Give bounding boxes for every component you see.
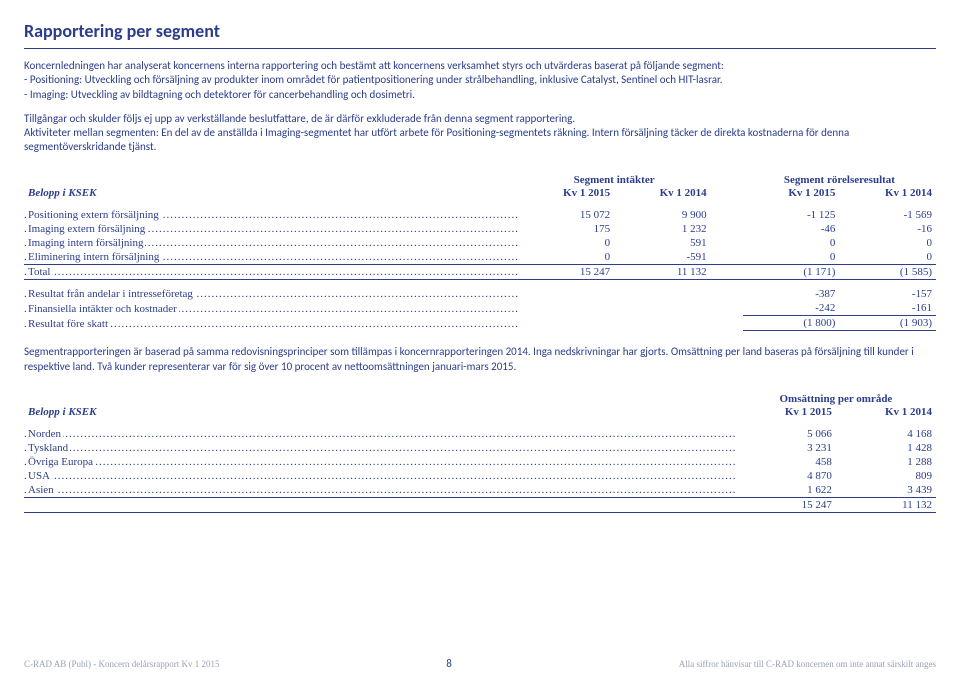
- table-row: Tyskland 3 231 1 428: [24, 441, 936, 455]
- row-label: Imaging extern försäljning: [28, 223, 147, 235]
- cell: -1 569: [839, 208, 936, 222]
- cell: -1 125: [743, 208, 840, 222]
- row-label: Finansiella intäkter och kostnader: [28, 303, 179, 315]
- intro-p2b: Aktiviteter mellan segmenten: En del av …: [24, 126, 849, 153]
- cell: 1 428: [836, 441, 936, 455]
- table2-sub-header: Belopp i KSEK Kv 1 2015 Kv 1 2014: [24, 405, 936, 419]
- group-omsattning: Omsättning per område: [736, 392, 936, 405]
- cell: -16: [839, 222, 936, 236]
- row-label: Övriga Europa: [28, 456, 95, 468]
- cell: 4 870: [736, 469, 836, 483]
- row-label: Positioning extern försäljning: [28, 209, 161, 221]
- title-rule: [24, 48, 936, 49]
- cell: 4 168: [836, 427, 936, 441]
- intro-bullet-1: - Positioning: Utveckling och försäljnin…: [24, 73, 722, 86]
- cell: 0: [839, 250, 936, 265]
- cell: 15 247: [518, 264, 615, 279]
- cell: -46: [743, 222, 840, 236]
- segment-table: Segment intäkter Segment rörelseresultat…: [24, 173, 936, 332]
- belopp-label: Belopp i KSEK: [24, 186, 518, 200]
- cell: -157: [839, 287, 936, 301]
- cell: 11 132: [614, 264, 711, 279]
- table2-group-header: Omsättning per område: [24, 392, 936, 405]
- cell: -161: [839, 301, 936, 316]
- row-label: Resultat från andelar i intresseföretag: [28, 288, 195, 300]
- row-label: Asien: [28, 484, 56, 496]
- cell: 1 232: [614, 222, 711, 236]
- cell: -591: [614, 250, 711, 265]
- intro-lead: Koncernledningen har analyserat koncerne…: [24, 59, 724, 72]
- h-a: Kv 1 2015: [736, 405, 836, 419]
- group-intakter: Segment intäkter: [518, 173, 711, 186]
- h-a: Kv 1 2015: [518, 186, 615, 200]
- cell: 0: [743, 236, 840, 250]
- table-row: Eliminering intern försäljning 0 -591 0 …: [24, 250, 936, 265]
- intro-bullet-2: - Imaging: Utveckling av bildtagning och…: [24, 88, 415, 101]
- table-row: Resultat från andelar i intresseföretag …: [24, 287, 936, 301]
- region-table: Omsättning per område Belopp i KSEK Kv 1…: [24, 392, 936, 513]
- cell: 809: [836, 469, 936, 483]
- row-label: Resultat före skatt: [28, 318, 110, 330]
- table-row: Norden 5 066 4 168: [24, 427, 936, 441]
- row-label: Tyskland: [28, 442, 70, 454]
- table-row: Övriga Europa 458 1 288: [24, 455, 936, 469]
- table-row: Imaging extern försäljning 175 1 232 -46…: [24, 222, 936, 236]
- total-row: 15 247 11 132: [24, 497, 936, 512]
- cell: 1 288: [836, 455, 936, 469]
- h-b: Kv 1 2014: [836, 405, 936, 419]
- row-label: USA: [28, 470, 52, 482]
- table1-sub-header: Belopp i KSEK Kv 1 2015 Kv 1 2014 Kv 1 2…: [24, 186, 936, 200]
- cell: 5 066: [736, 427, 836, 441]
- result-row: Resultat före skatt (1 800) (1 903): [24, 316, 936, 331]
- table-row: Positioning extern försäljning 15 072 9 …: [24, 208, 936, 222]
- cell: 9 900: [614, 208, 711, 222]
- total-row: Total 15 247 11 132 (1 171) (1 585): [24, 264, 936, 279]
- page-number: 8: [446, 657, 452, 670]
- cell: 15 247: [736, 497, 836, 512]
- cell: 0: [518, 236, 615, 250]
- cell: (1 585): [839, 264, 936, 279]
- belopp-label: Belopp i KSEK: [24, 405, 736, 419]
- h-c: Kv 1 2015: [743, 186, 840, 200]
- cell: 0: [743, 250, 840, 265]
- mid-paragraph: Segmentrapporteringen är baserad på samm…: [24, 345, 936, 374]
- cell: 0: [518, 250, 615, 265]
- page-title: Rapportering per segment: [24, 20, 936, 42]
- cell: 1 622: [736, 483, 836, 498]
- cell: (1 903): [839, 316, 936, 331]
- table1-group-header: Segment intäkter Segment rörelseresultat: [24, 173, 936, 186]
- row-label: Norden: [28, 428, 63, 440]
- cell: 3 439: [836, 483, 936, 498]
- cell: 0: [839, 236, 936, 250]
- page-footer: C-RAD AB (Publ) - Koncern delårsrapport …: [24, 657, 936, 670]
- row-label: Total: [28, 266, 52, 278]
- cell: 15 072: [518, 208, 615, 222]
- cell: 591: [614, 236, 711, 250]
- cell: 175: [518, 222, 615, 236]
- footer-left: C-RAD AB (Publ) - Koncern delårsrapport …: [24, 659, 219, 669]
- table-row: USA 4 870 809: [24, 469, 936, 483]
- intro-p2: Tillgångar och skulder följs ej upp av v…: [24, 112, 936, 155]
- h-b: Kv 1 2014: [614, 186, 711, 200]
- cell: 11 132: [836, 497, 936, 512]
- cell: 3 231: [736, 441, 836, 455]
- row-label: Eliminering intern försäljning: [28, 251, 161, 263]
- row-label: Imaging intern försäljning: [28, 237, 145, 249]
- group-rorelseresultat: Segment rörelseresultat: [743, 173, 936, 186]
- cell: -387: [743, 287, 840, 301]
- cell: 458: [736, 455, 836, 469]
- cell: -242: [743, 301, 840, 316]
- cell: (1 800): [743, 316, 840, 331]
- table-row: Imaging intern försäljning 0 591 0 0: [24, 236, 936, 250]
- footer-right: Alla siffror hänvisar till C-RAD koncern…: [679, 659, 936, 669]
- table-row: Asien 1 622 3 439: [24, 483, 936, 498]
- intro-p1: Koncernledningen har analyserat koncerne…: [24, 59, 936, 102]
- table-row: Finansiella intäkter och kostnader -242 …: [24, 301, 936, 316]
- cell: (1 171): [743, 264, 840, 279]
- h-d: Kv 1 2014: [839, 186, 936, 200]
- intro-p2a: Tillgångar och skulder följs ej upp av v…: [24, 112, 575, 125]
